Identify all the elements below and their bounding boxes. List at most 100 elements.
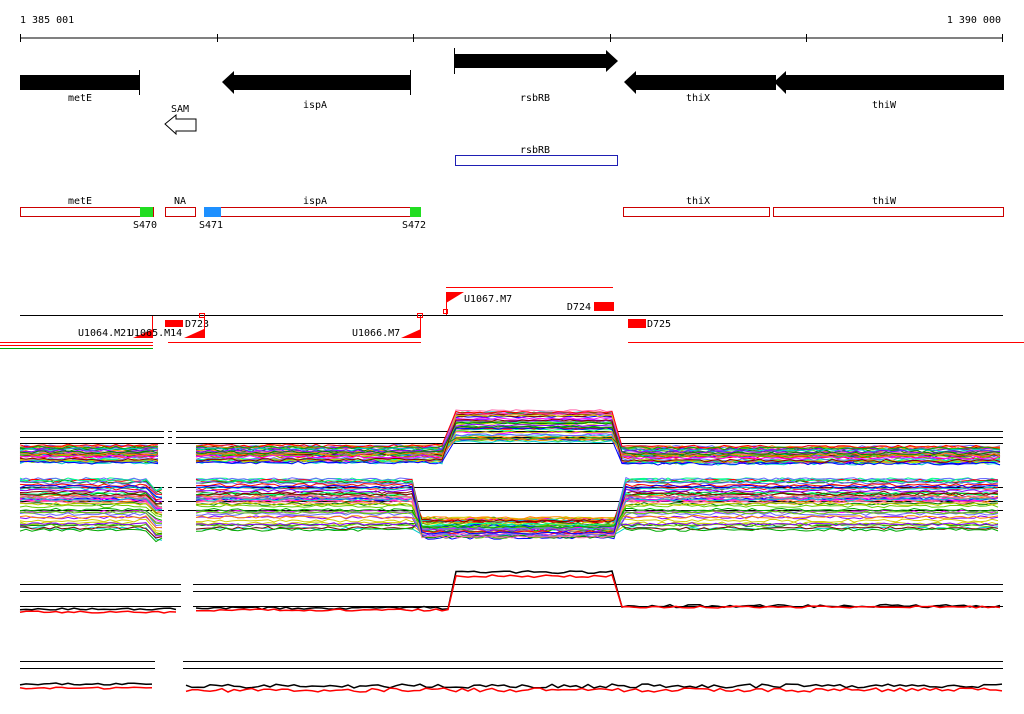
expression-trace bbox=[195, 421, 1001, 456]
downshift-marker-D723[interactable] bbox=[165, 320, 183, 327]
gene-arrow-ispA[interactable] bbox=[222, 71, 411, 94]
tu-box-thiX[interactable] bbox=[623, 207, 770, 217]
coordinate-ruler: 1 385 001 1 390 000 bbox=[20, 15, 1003, 42]
expression-trace-red bbox=[185, 687, 1003, 693]
expression-trace bbox=[195, 507, 999, 529]
segment-marker-S472[interactable] bbox=[410, 207, 421, 217]
segment-marker-S471[interactable] bbox=[204, 207, 221, 217]
segment-label-S472: S472 bbox=[402, 220, 426, 231]
expression-trace bbox=[19, 486, 163, 498]
expression-trace bbox=[195, 410, 1001, 449]
tu-box-thiW[interactable] bbox=[773, 207, 1004, 217]
riboswitch-track: SAM bbox=[164, 104, 197, 136]
missing-data-gap bbox=[155, 640, 183, 714]
expression-trace bbox=[195, 497, 999, 523]
tu-box-NA[interactable] bbox=[165, 207, 196, 217]
segment-marker-S470[interactable] bbox=[140, 207, 153, 217]
tu-box-metE[interactable] bbox=[20, 207, 154, 217]
gene-arrow-metE[interactable] bbox=[20, 75, 140, 90]
expression-trace bbox=[195, 510, 999, 529]
gene-arrow-rsbRB[interactable] bbox=[455, 50, 618, 72]
expression-trace-red bbox=[19, 686, 153, 690]
expression-trace bbox=[19, 515, 163, 529]
upshift-flag-U1065[interactable] bbox=[184, 329, 204, 338]
gene-label-thiX: thiX bbox=[686, 93, 710, 104]
expression-panels bbox=[19, 400, 1003, 714]
riboswitch-arrow[interactable] bbox=[164, 113, 197, 136]
expression-trace bbox=[19, 510, 162, 524]
riboswitch-label: SAM bbox=[171, 104, 189, 115]
expression-trace-mean bbox=[195, 570, 1001, 611]
expression-trace bbox=[19, 526, 163, 539]
expression-trace bbox=[19, 504, 163, 518]
downshift-label-D724: D724 bbox=[567, 302, 591, 313]
expression-trace bbox=[19, 457, 159, 462]
expression-trace bbox=[19, 460, 159, 465]
downshift-label-D725: D725 bbox=[647, 319, 671, 330]
expression-trace bbox=[19, 518, 163, 532]
expression-trace bbox=[195, 414, 1001, 463]
ruler-start-label: 1 385 001 bbox=[20, 15, 74, 26]
expression-trace bbox=[19, 484, 163, 499]
expression-trace bbox=[19, 507, 163, 521]
upshift-label-U1064: U1064.M21 bbox=[78, 328, 132, 339]
protein-box[interactable] bbox=[455, 155, 618, 166]
expression-trace-red bbox=[19, 610, 177, 614]
shift-tick bbox=[199, 313, 205, 318]
missing-data-gap bbox=[172, 420, 176, 540]
gene-label-ispA: ispA bbox=[303, 100, 327, 111]
expression-trace bbox=[19, 510, 163, 524]
expression-trace bbox=[195, 511, 999, 537]
expression-trace bbox=[19, 448, 159, 453]
downshift-label-D723: D723 bbox=[185, 319, 209, 330]
upshift-flag-U1066[interactable] bbox=[401, 329, 421, 338]
expression-trace-red bbox=[195, 573, 1001, 612]
expression-trace-mean bbox=[19, 607, 177, 611]
expression-trace bbox=[195, 514, 999, 522]
ruler-end-label: 1 390 000 bbox=[947, 15, 1001, 26]
expression-trace-mean bbox=[185, 683, 1003, 689]
upshift-label-U1065: U1065.M14 bbox=[128, 328, 182, 339]
protein-box-label: rsbRB bbox=[520, 145, 550, 156]
expression-trace bbox=[19, 492, 163, 505]
expression-trace-mean bbox=[19, 682, 153, 686]
expression-trace bbox=[19, 488, 163, 502]
tu-box-ispA[interactable] bbox=[204, 207, 421, 217]
expression-trace bbox=[195, 412, 1001, 456]
gene-label-rsbRB: rsbRB bbox=[520, 93, 550, 104]
upshift-label-U1066: U1066.M7 bbox=[352, 328, 400, 339]
expression-trace bbox=[195, 438, 1001, 457]
upshift-label-U1067: U1067.M7 bbox=[464, 294, 512, 305]
missing-data-gap bbox=[164, 400, 168, 540]
tu-label-metE: metE bbox=[68, 196, 92, 207]
ruler-ticks bbox=[20, 34, 1003, 42]
upshift-flag-U1067[interactable] bbox=[446, 292, 464, 303]
tu-label-thiX: thiX bbox=[686, 196, 710, 207]
expression-trace bbox=[19, 452, 159, 456]
expression-trace bbox=[195, 478, 999, 527]
upshift-flag-U1064[interactable] bbox=[133, 329, 153, 338]
expression-trace bbox=[19, 477, 163, 492]
expression-trace bbox=[195, 484, 999, 535]
expression-trace bbox=[19, 454, 159, 459]
gene-label-metE: metE bbox=[68, 93, 92, 104]
expression-trace bbox=[19, 486, 163, 501]
expression-trace bbox=[19, 490, 163, 504]
segment-label-S470: S470 bbox=[133, 220, 157, 231]
expression-trace bbox=[19, 502, 163, 515]
downshift-marker-D724[interactable] bbox=[594, 302, 614, 311]
expression-trace bbox=[19, 522, 163, 537]
missing-data-gap bbox=[181, 560, 193, 620]
downshift-marker-D725[interactable] bbox=[628, 319, 646, 328]
gene-arrow-thiW[interactable] bbox=[774, 71, 1004, 94]
gene-track: metE ispA rsbRB thiX thiW bbox=[20, 48, 1004, 111]
expression-trace bbox=[19, 480, 163, 496]
expression-trace bbox=[19, 450, 159, 455]
expression-trace bbox=[19, 494, 163, 509]
shift-tick bbox=[443, 309, 448, 314]
gene-arrow-thiX[interactable] bbox=[624, 71, 776, 94]
segment-label-S471: S471 bbox=[199, 220, 223, 231]
expression-trace bbox=[19, 528, 163, 543]
expression-trace bbox=[19, 443, 159, 448]
